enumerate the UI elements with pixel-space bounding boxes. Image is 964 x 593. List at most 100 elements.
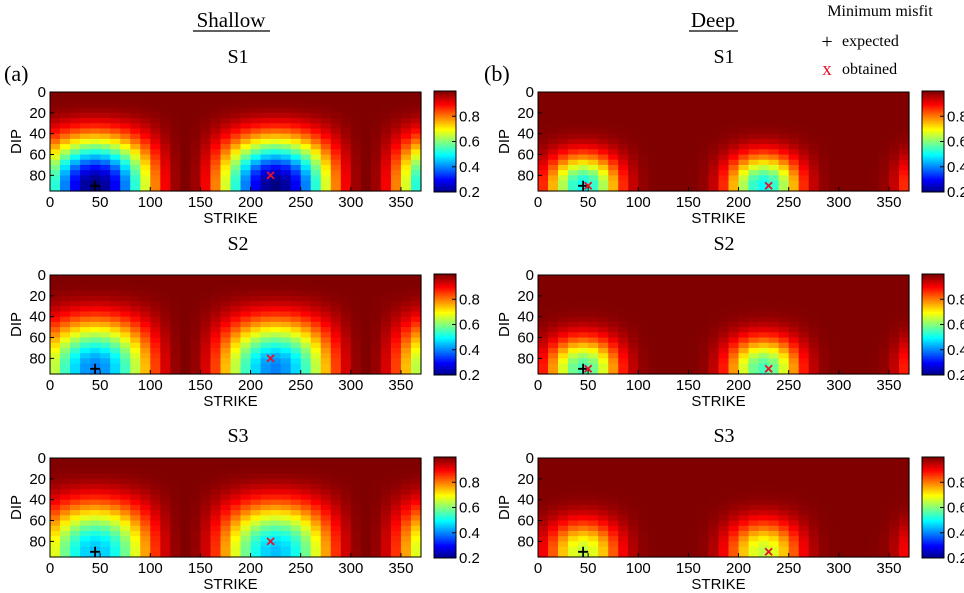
heatmap-cell bbox=[618, 536, 629, 542]
heatmap-cell bbox=[568, 473, 579, 480]
heatmap-cell bbox=[250, 275, 262, 281]
heatmap-cell bbox=[250, 494, 262, 501]
heatmap-cell bbox=[558, 463, 569, 470]
heatmap-cell bbox=[818, 489, 830, 496]
heatmap-cell bbox=[758, 458, 770, 464]
colorbar-segment bbox=[434, 188, 456, 191]
heatmap-cell bbox=[588, 478, 599, 485]
heatmap-cell bbox=[758, 520, 770, 527]
heatmap-cell bbox=[50, 473, 61, 480]
heatmap-cell bbox=[838, 515, 850, 522]
heatmap-cell bbox=[868, 275, 880, 281]
heatmap-cell bbox=[160, 144, 171, 150]
heatmap-cell bbox=[200, 280, 212, 287]
heatmap-cell bbox=[708, 473, 720, 480]
heatmap-cell bbox=[538, 138, 549, 145]
heatmap-cell bbox=[310, 118, 322, 124]
heatmap-cell bbox=[140, 123, 151, 130]
heatmap-cell bbox=[350, 306, 362, 313]
heatmap-cell bbox=[340, 541, 352, 548]
heatmap-cell bbox=[698, 112, 710, 119]
heatmap-cell bbox=[270, 332, 282, 339]
heatmap-cell bbox=[350, 154, 362, 161]
heatmap-cell bbox=[548, 525, 559, 532]
heatmap-cell bbox=[738, 301, 750, 307]
heatmap-cell bbox=[250, 175, 262, 182]
heatmap-cell bbox=[548, 180, 559, 187]
heatmap-cell bbox=[728, 306, 740, 313]
heatmap-cell bbox=[230, 154, 242, 161]
heatmap-cell bbox=[558, 321, 569, 328]
heatmap-cell bbox=[310, 311, 322, 318]
heatmap-cell bbox=[778, 102, 790, 109]
heatmap-cell bbox=[598, 133, 609, 140]
heatmap-cell bbox=[130, 290, 141, 297]
heatmap-cell bbox=[340, 520, 352, 527]
heatmap-cell bbox=[838, 290, 850, 297]
colorbar-segment bbox=[922, 329, 944, 332]
heatmap-cell bbox=[778, 290, 790, 297]
heatmap-cell bbox=[180, 316, 191, 323]
heatmap-cell bbox=[370, 144, 382, 150]
heatmap-cell bbox=[668, 154, 679, 161]
heatmap-cell bbox=[788, 342, 800, 349]
heatmap-cell bbox=[400, 170, 412, 176]
colorbar-segment bbox=[922, 341, 944, 344]
heatmap-cell bbox=[390, 458, 402, 464]
heatmap-cell bbox=[758, 551, 770, 558]
heatmap-cell bbox=[110, 180, 121, 187]
heatmap-cell bbox=[350, 530, 362, 537]
heatmap-cell bbox=[738, 164, 750, 171]
heatmap-cell bbox=[330, 499, 342, 506]
heatmap-cell bbox=[618, 551, 629, 558]
heatmap-cell bbox=[868, 316, 880, 323]
heatmap-cell bbox=[400, 306, 412, 313]
heatmap-cell bbox=[648, 510, 659, 516]
heatmap-cell bbox=[310, 494, 322, 501]
heatmap-cell bbox=[170, 504, 181, 511]
heatmap-cell bbox=[250, 97, 262, 104]
heatmap-cell bbox=[548, 175, 559, 182]
heatmap-cell bbox=[588, 112, 599, 119]
heatmap-cell bbox=[130, 342, 141, 349]
heatmap-cell bbox=[798, 332, 810, 339]
heatmap-cell bbox=[170, 128, 181, 135]
heatmap-cell bbox=[390, 170, 402, 176]
heatmap-cell bbox=[270, 133, 282, 140]
heatmap-cell bbox=[628, 149, 639, 156]
heatmap-cell bbox=[568, 363, 579, 370]
heatmap-cell bbox=[380, 463, 392, 470]
heatmap-cell bbox=[608, 473, 619, 480]
heatmap-cell bbox=[280, 185, 292, 192]
heatmap-cell bbox=[618, 170, 629, 176]
heatmap-cell bbox=[80, 458, 91, 464]
x-tick-label: 100 bbox=[138, 377, 163, 394]
heatmap-cell bbox=[330, 321, 342, 328]
heatmap-cell bbox=[898, 123, 910, 130]
heatmap-cell bbox=[160, 458, 171, 464]
heatmap-cell bbox=[768, 530, 780, 537]
heatmap-cell bbox=[688, 489, 700, 496]
heatmap-cell bbox=[818, 159, 830, 166]
heatmap-cell bbox=[878, 112, 890, 119]
x-tick-label: 300 bbox=[826, 377, 851, 394]
heatmap-cell bbox=[558, 504, 569, 511]
panel-label-a: (a) bbox=[4, 61, 28, 86]
heatmap-cell bbox=[748, 290, 760, 297]
heatmap-cell bbox=[868, 337, 880, 344]
heatmap-cell bbox=[598, 316, 609, 323]
heatmap-cell bbox=[828, 285, 840, 292]
colorbar-segment bbox=[434, 128, 456, 131]
heatmap-cell bbox=[220, 180, 232, 187]
heatmap-cell bbox=[808, 536, 820, 542]
heatmap-cell bbox=[628, 510, 639, 516]
heatmap-cell bbox=[280, 144, 292, 150]
colorbar-segment bbox=[434, 340, 456, 343]
colorbar-tick-label: 0.6 bbox=[947, 134, 964, 151]
heatmap-cell bbox=[250, 347, 262, 354]
heatmap-cell bbox=[200, 489, 212, 496]
heatmap-cell bbox=[598, 353, 609, 359]
heatmap-cell bbox=[768, 112, 780, 119]
heatmap-cell bbox=[240, 316, 252, 323]
heatmap-cell bbox=[400, 337, 412, 344]
